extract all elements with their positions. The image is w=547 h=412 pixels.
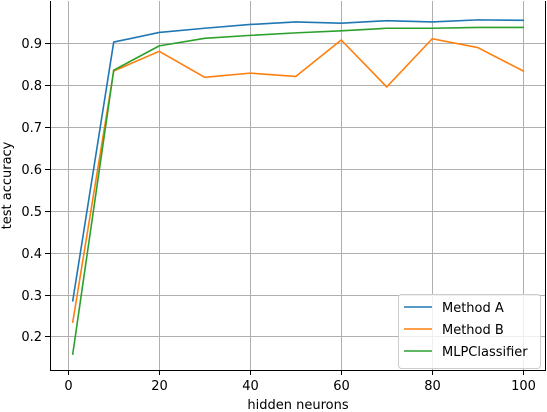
y-tick-label: 0.5 [21, 205, 42, 220]
series-line-method-a [71, 19, 525, 302]
y-tick-label: 0.2 [21, 330, 42, 345]
legend-label-mlpclassifier: MLPClassifier [442, 345, 528, 360]
legend-items: Method A Method B MLPClassifier [404, 301, 528, 360]
y-tick-label: 0.6 [21, 163, 42, 178]
x-tick-label: 40 [242, 379, 259, 394]
y-tick-label: 0.3 [21, 289, 42, 304]
x-tick-label: 20 [151, 379, 168, 394]
series-line-method-b [71, 37, 525, 324]
x-tick-label: 80 [424, 379, 441, 394]
tick-labels: 0 20 40 60 80 100 0.2 0.3 0.4 0.5 0.6 0.7 0.8 0.9 [21, 37, 536, 394]
y-tick-label: 0.7 [21, 121, 42, 136]
grid [50, 1, 546, 370]
x-axis-label: hidden neurons [247, 398, 348, 412]
axes [45, 1, 546, 375]
series-line-mlpclassifier [71, 26, 525, 355]
legend-label-method-a: Method A [442, 301, 504, 316]
y-tick-label: 0.8 [21, 79, 42, 94]
y-axis-label: test accuracy [0, 141, 15, 229]
legend-box [398, 294, 541, 369]
x-tick-label: 100 [511, 379, 536, 394]
legend: Method A Method B MLPClassifier [398, 294, 541, 369]
legend-label-method-b: Method B [442, 323, 504, 338]
series-layer [71, 19, 525, 355]
y-tick-label: 0.9 [21, 37, 42, 52]
y-tick-label: 0.4 [21, 247, 42, 262]
x-tick-label: 0 [64, 379, 72, 394]
x-tick-label: 60 [333, 379, 350, 394]
